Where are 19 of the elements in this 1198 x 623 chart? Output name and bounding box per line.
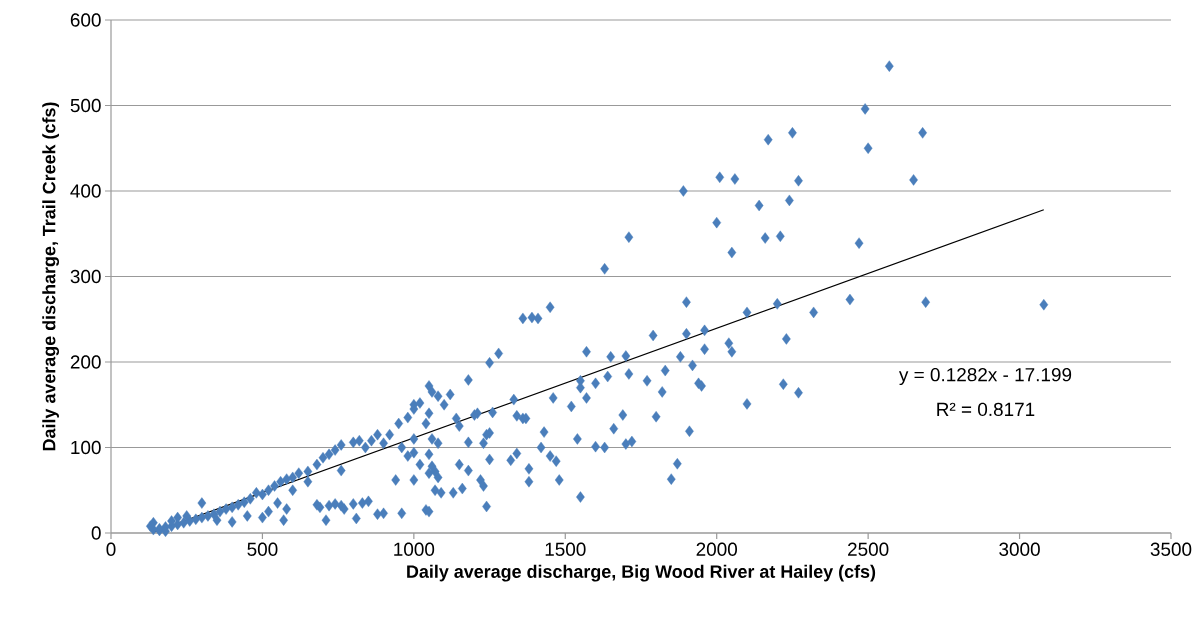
y-tick-label: 500 bbox=[70, 98, 101, 113]
y-tick-label: 600 bbox=[70, 13, 101, 27]
y-tick-label: 0 bbox=[91, 526, 101, 540]
y-tick-label: 300 bbox=[70, 269, 101, 284]
x-axis-title: Daily average discharge, Big Wood River at Hailey (cfs) bbox=[407, 564, 876, 582]
x-tick-label: 3000 bbox=[999, 542, 1040, 556]
x-tick-label: 0 bbox=[106, 542, 116, 556]
y-axis-title: Daily average discharge, Trail Creek (cfs) bbox=[42, 102, 60, 451]
x-tick-label: 500 bbox=[247, 542, 278, 556]
x-tick-label: 2500 bbox=[848, 542, 889, 556]
x-tick-label: 1500 bbox=[545, 542, 586, 556]
y-tick-label: 200 bbox=[70, 355, 101, 369]
x-tick-label: 2000 bbox=[696, 542, 738, 556]
x-tick-label: 1000 bbox=[394, 542, 435, 556]
x-tick-label: 3500 bbox=[1150, 542, 1192, 556]
y-tick-label: 400 bbox=[70, 184, 101, 198]
annotation: R² = 0.8171 bbox=[937, 402, 1035, 417]
y-tick-label: 100 bbox=[71, 440, 101, 455]
annotation: y = 0.1282x - 17.199 bbox=[898, 367, 1072, 386]
